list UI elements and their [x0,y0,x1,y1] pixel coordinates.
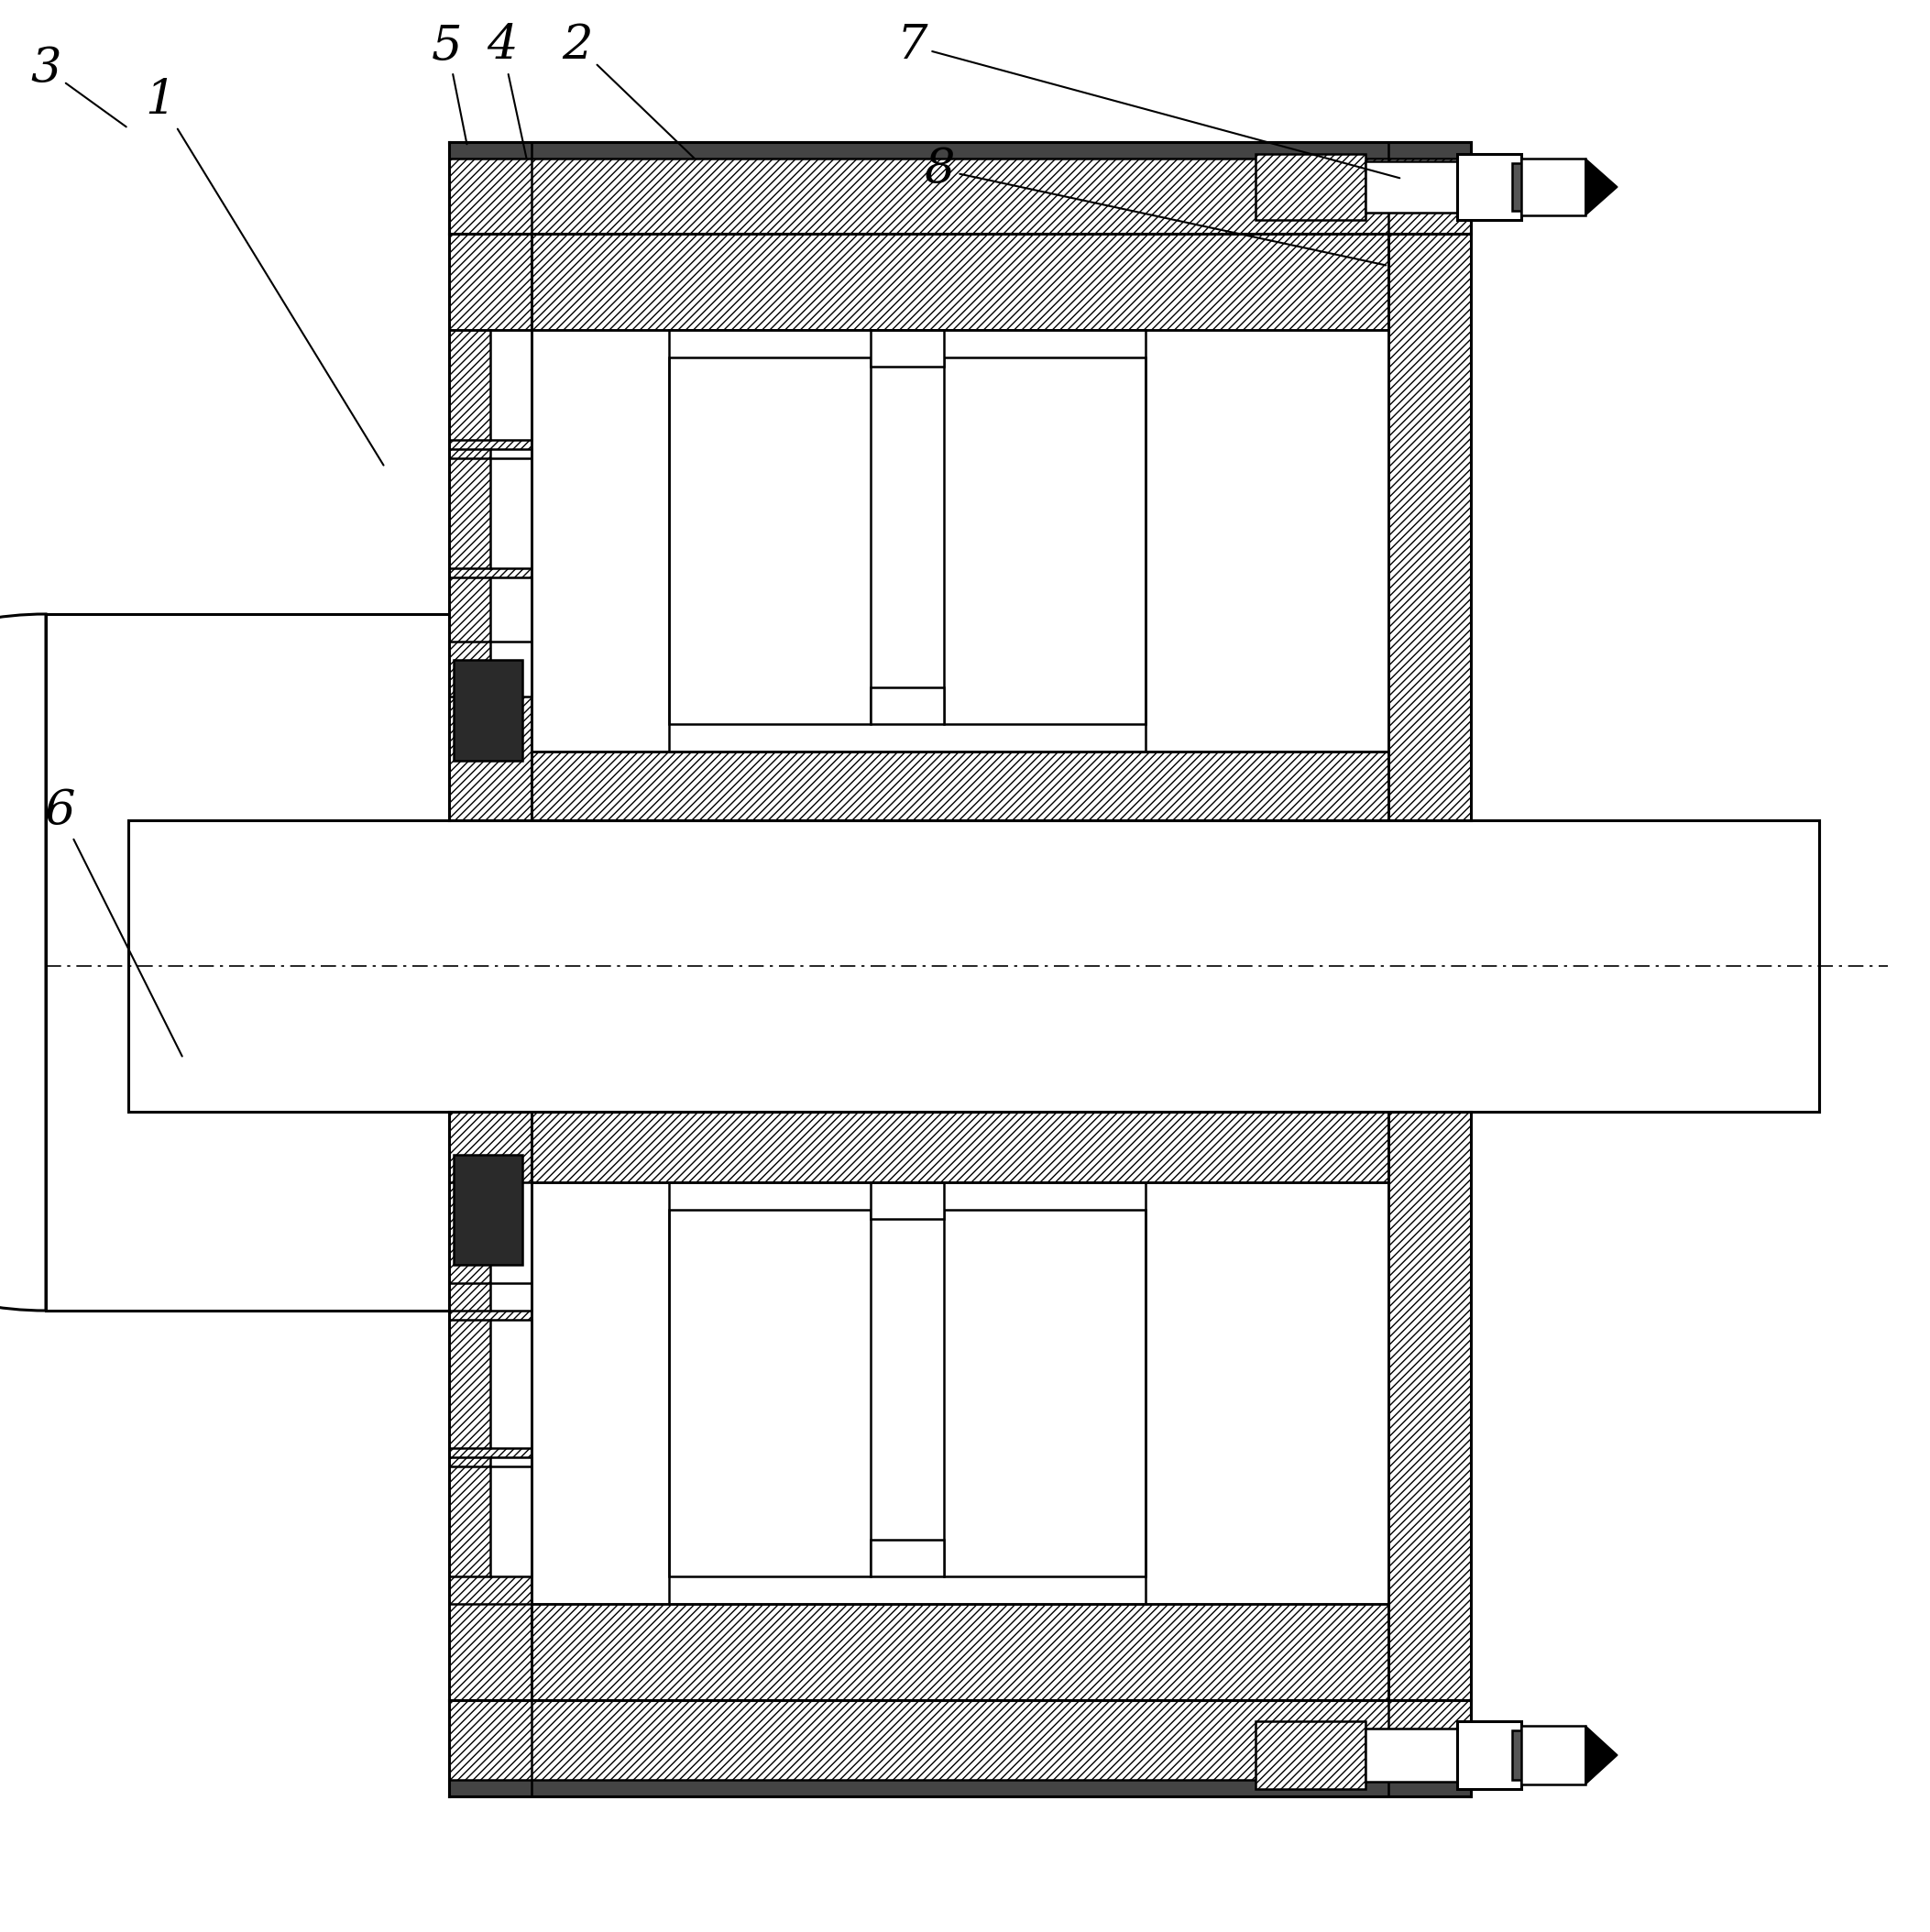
Bar [46,614,450,1310]
Bar [870,1540,944,1577]
Bar [450,1779,1471,1797]
Bar [454,1155,523,1265]
Bar [490,448,531,568]
Bar [450,143,1471,158]
Text: 4: 4 [486,23,527,158]
Bar [1388,143,1471,821]
Bar [670,1209,870,1577]
Bar [531,1604,1388,1700]
Bar [1521,1725,1585,1785]
Bar [670,1182,1146,1604]
Bar [490,330,531,440]
Bar [1511,1731,1558,1779]
Bar [450,1700,1471,1797]
Bar [490,1320,531,1449]
Polygon shape [1585,1725,1617,1785]
Text: 5: 5 [432,23,467,145]
Bar [450,143,531,821]
Text: 3: 3 [31,44,125,128]
Text: 8: 8 [924,147,1386,265]
Wedge shape [0,614,46,1310]
Bar [490,1457,531,1577]
Bar [531,752,1388,821]
Bar [944,357,1146,724]
Bar [1457,155,1521,220]
Bar [670,357,870,724]
Text: 2: 2 [562,23,695,158]
Bar [870,1182,944,1219]
Bar [490,578,531,697]
Bar [127,821,1820,1111]
Bar [1256,1721,1366,1789]
Bar [490,1182,531,1310]
Polygon shape [1585,158,1617,214]
Bar [1521,158,1585,214]
Bar [454,661,523,761]
Bar [1457,1721,1521,1789]
Text: 6: 6 [44,788,181,1057]
Text: 7: 7 [897,23,1399,178]
Bar [870,688,944,724]
Bar [531,234,1388,330]
Bar [1256,155,1366,220]
Bar [450,143,1471,234]
Text: 1: 1 [145,77,384,466]
Bar [1388,1111,1471,1797]
Bar [944,1209,1146,1577]
Bar [870,330,944,367]
Bar [450,1111,531,1797]
Bar [531,1111,1388,1182]
Bar [1511,162,1558,211]
Bar [670,330,1146,752]
Bar [1366,1729,1457,1781]
Bar [1366,160,1457,213]
